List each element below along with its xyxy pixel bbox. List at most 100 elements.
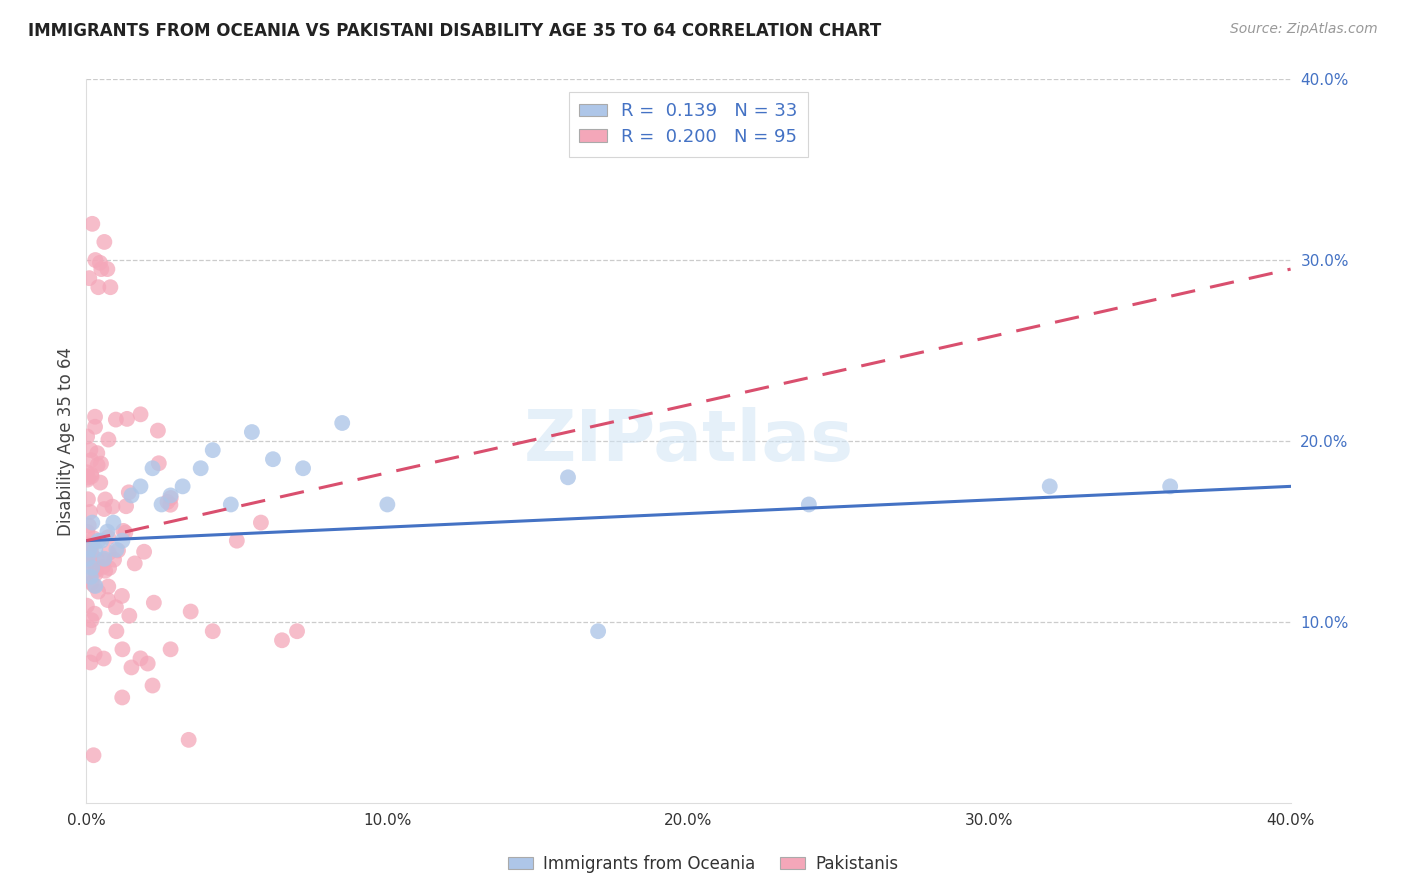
Point bbox=[148, 456, 170, 470]
Point bbox=[77, 620, 100, 634]
Point bbox=[262, 452, 284, 467]
Point bbox=[76, 524, 98, 539]
Point bbox=[86, 552, 108, 566]
Point bbox=[141, 461, 163, 475]
Text: ZIPatlas: ZIPatlas bbox=[523, 407, 853, 475]
Point bbox=[103, 516, 125, 530]
Point bbox=[120, 660, 142, 674]
Point bbox=[111, 642, 134, 657]
Point bbox=[557, 470, 579, 484]
Point bbox=[225, 533, 247, 548]
Point bbox=[84, 419, 107, 434]
Point bbox=[250, 516, 273, 530]
Point bbox=[136, 657, 159, 671]
Point bbox=[292, 461, 315, 475]
Point bbox=[159, 488, 181, 502]
Point bbox=[98, 561, 121, 575]
Point bbox=[80, 613, 103, 627]
Point bbox=[90, 533, 112, 548]
Point bbox=[79, 656, 101, 670]
Point bbox=[82, 516, 104, 530]
Point bbox=[84, 253, 107, 268]
Point bbox=[94, 492, 117, 507]
Point bbox=[79, 271, 101, 285]
Point bbox=[80, 453, 103, 467]
Point bbox=[80, 469, 103, 483]
Point bbox=[82, 217, 104, 231]
Point bbox=[1159, 479, 1181, 493]
Point bbox=[112, 524, 135, 538]
Point bbox=[83, 532, 105, 546]
Point bbox=[330, 416, 353, 430]
Point bbox=[159, 498, 181, 512]
Point bbox=[93, 502, 115, 516]
Point bbox=[124, 557, 146, 571]
Y-axis label: Disability Age 35 to 64: Disability Age 35 to 64 bbox=[58, 347, 75, 535]
Point bbox=[159, 642, 181, 657]
Point bbox=[89, 475, 111, 490]
Point bbox=[240, 425, 263, 439]
Point bbox=[97, 530, 120, 544]
Point bbox=[87, 280, 110, 294]
Point bbox=[190, 461, 212, 475]
Point bbox=[84, 564, 107, 578]
Point bbox=[84, 542, 107, 557]
Point bbox=[120, 488, 142, 502]
Point bbox=[201, 443, 224, 458]
Point bbox=[285, 624, 308, 639]
Point bbox=[111, 533, 134, 548]
Point bbox=[90, 457, 112, 471]
Point bbox=[103, 552, 125, 566]
Point bbox=[156, 495, 179, 509]
Point bbox=[1039, 479, 1062, 493]
Point bbox=[97, 593, 120, 607]
Point bbox=[77, 470, 100, 484]
Point bbox=[90, 262, 112, 277]
Point bbox=[180, 605, 202, 619]
Point bbox=[76, 599, 98, 613]
Point bbox=[93, 235, 115, 249]
Point bbox=[79, 542, 101, 557]
Point bbox=[111, 690, 134, 705]
Legend: Immigrants from Oceania, Pakistanis: Immigrants from Oceania, Pakistanis bbox=[501, 848, 905, 880]
Point bbox=[150, 498, 173, 512]
Point bbox=[76, 548, 98, 562]
Point bbox=[797, 498, 820, 512]
Point bbox=[93, 651, 115, 665]
Point bbox=[84, 579, 107, 593]
Point bbox=[80, 546, 103, 560]
Point bbox=[146, 424, 169, 438]
Point bbox=[129, 407, 152, 421]
Point bbox=[83, 647, 105, 661]
Point bbox=[107, 543, 129, 558]
Point bbox=[97, 580, 120, 594]
Point bbox=[93, 551, 115, 566]
Point bbox=[104, 412, 127, 426]
Point bbox=[97, 433, 120, 447]
Point bbox=[96, 524, 118, 539]
Point bbox=[101, 500, 124, 514]
Point bbox=[86, 458, 108, 472]
Point bbox=[377, 498, 399, 512]
Point bbox=[96, 262, 118, 277]
Point bbox=[118, 485, 141, 500]
Text: IMMIGRANTS FROM OCEANIA VS PAKISTANI DISABILITY AGE 35 TO 64 CORRELATION CHART: IMMIGRANTS FROM OCEANIA VS PAKISTANI DIS… bbox=[28, 22, 882, 40]
Point bbox=[201, 624, 224, 639]
Text: Source: ZipAtlas.com: Source: ZipAtlas.com bbox=[1230, 22, 1378, 37]
Point bbox=[80, 467, 103, 482]
Point bbox=[77, 492, 100, 507]
Point bbox=[83, 748, 105, 763]
Point bbox=[89, 256, 111, 270]
Point bbox=[586, 624, 609, 639]
Point bbox=[80, 570, 103, 584]
Point bbox=[80, 538, 103, 552]
Point bbox=[118, 608, 141, 623]
Point bbox=[129, 479, 152, 493]
Point bbox=[76, 473, 98, 487]
Legend: R =  0.139   N = 33, R =  0.200   N = 95: R = 0.139 N = 33, R = 0.200 N = 95 bbox=[568, 92, 808, 156]
Point bbox=[104, 600, 127, 615]
Point bbox=[129, 651, 152, 665]
Point bbox=[97, 546, 120, 560]
Point bbox=[100, 280, 122, 294]
Point bbox=[87, 533, 110, 548]
